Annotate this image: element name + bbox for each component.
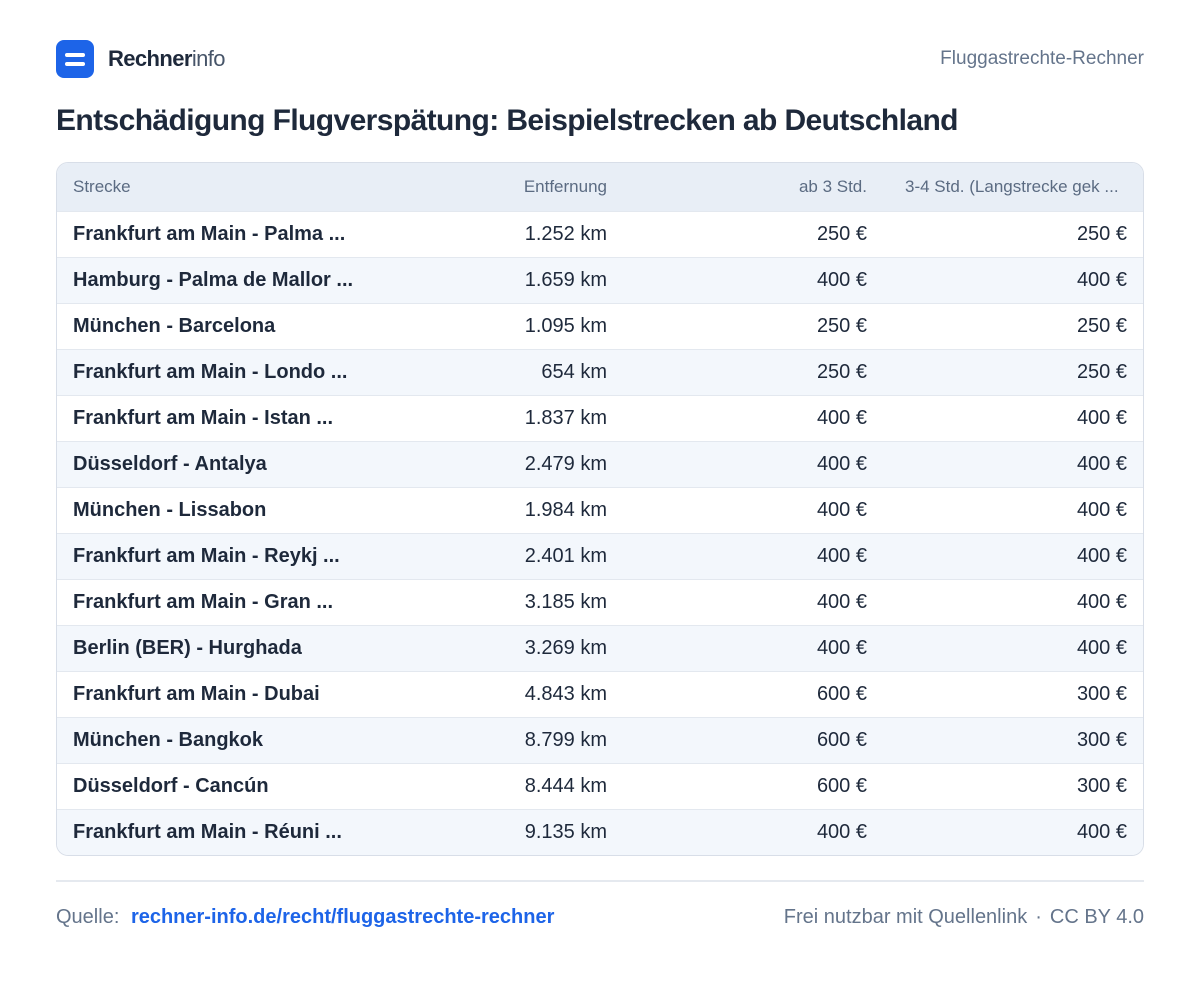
hours-3-4-cell: 300 €	[1076, 682, 1127, 705]
route-cell: Frankfurt am Main - Istan ...	[73, 407, 334, 429]
hours-3-4-cell: 400 €	[1076, 406, 1127, 429]
route-cell: Frankfurt am Main - Londo ...	[73, 361, 348, 383]
hours-3-4-cell: 400 €	[1076, 452, 1127, 475]
from-3-hours-cell: 250 €	[816, 314, 867, 337]
distance-cell: 1.252 km	[524, 222, 607, 245]
distance-cell: 1.659 km	[524, 268, 607, 291]
hours-3-4-cell: 400 €	[1076, 636, 1127, 659]
from-3-hours-cell: 400 €	[816, 636, 867, 659]
header-route: Strecke	[73, 176, 131, 196]
footer-source: Quelle: rechner-info.de/recht/fluggastre…	[56, 906, 554, 929]
table-row: Berlin (BER) - Hurghada 3.269 km 400 € 400 …	[57, 625, 1143, 671]
from-3-hours-cell: 600 €	[816, 774, 867, 797]
header-3-4-hours: 3-4 Std. (Langstrecke gek ...	[905, 176, 1119, 196]
route-cell: München - Barcelona	[73, 315, 276, 337]
header-calculator-label: Fluggastrechte-Rechner	[940, 48, 1144, 69]
route-cell: Hamburg - Palma de Mallor ...	[73, 269, 354, 291]
hours-3-4-cell: 300 €	[1076, 774, 1127, 797]
table-row: Düsseldorf - Cancún 8.444 km 600 € 300 €	[57, 763, 1143, 809]
hours-3-4-cell: 250 €	[1076, 360, 1127, 383]
brand-name-bold: Rechner	[108, 46, 192, 71]
hours-3-4-cell: 300 €	[1076, 728, 1127, 751]
brand-name-light: info	[191, 46, 226, 71]
table-row: Frankfurt am Main - Dubai 4.843 km 600 € 30…	[57, 671, 1143, 717]
footer-license: Frei nutzbar mit Quellenlink · CC BY 4.0	[784, 906, 1144, 929]
from-3-hours-cell: 400 €	[816, 498, 867, 521]
table-row: München - Lissabon 1.984 km 400 € 400 €	[57, 487, 1143, 533]
route-cell: Düsseldorf - Antalya	[73, 453, 267, 475]
from-3-hours-cell: 600 €	[816, 728, 867, 751]
hours-3-4-cell: 250 €	[1076, 222, 1127, 245]
from-3-hours-cell: 600 €	[816, 682, 867, 705]
distance-cell: 3.269 km	[524, 636, 607, 659]
hours-3-4-cell: 400 €	[1076, 820, 1127, 843]
source-link[interactable]: rechner-info.de/recht/fluggastrechte-rec…	[130, 906, 555, 928]
route-cell: München - Bangkok	[73, 729, 264, 751]
distance-cell: 8.799 km	[524, 728, 607, 751]
table-row: Frankfurt am Main - Londo ... 654 km 250 €…	[57, 349, 1143, 395]
license-name: CC BY 4.0	[1049, 906, 1144, 928]
distance-cell: 1.984 km	[524, 498, 607, 521]
table-row: München - Bangkok 8.799 km 600 € 300 €	[57, 717, 1143, 763]
distance-cell: 654 km	[541, 360, 607, 383]
footer-divider	[56, 880, 1144, 882]
distance-cell: 9.135 km	[524, 820, 607, 843]
table-row: München - Barcelona 1.095 km 250 € 250 €	[57, 303, 1143, 349]
from-3-hours-cell: 400 €	[816, 544, 867, 567]
table-row: Frankfurt am Main - Réuni ... 9.135 km 400…	[57, 809, 1143, 855]
from-3-hours-cell: 400 €	[816, 406, 867, 429]
hours-3-4-cell: 250 €	[1076, 314, 1127, 337]
from-3-hours-cell: 400 €	[816, 268, 867, 291]
route-cell: Frankfurt am Main - Réuni ...	[73, 821, 342, 844]
compensation-table: Strecke Entfernung ab 3 Std. 3-4 Std. (L…	[56, 162, 1144, 856]
table-row: Düsseldorf - Antalya 2.479 km 400 € 400 €	[57, 441, 1143, 487]
license-note: Frei nutzbar mit Quellenlink	[783, 906, 1028, 928]
page-title: Entschädigung Flugverspätung: Beispielst…	[56, 104, 959, 137]
route-cell: Frankfurt am Main - Reykj ...	[73, 545, 340, 567]
table-row: Frankfurt am Main - Istan ... 1.837 km 400…	[57, 395, 1143, 441]
brand-name: Rechnerinfo	[108, 40, 226, 78]
route-cell: München - Lissabon	[73, 499, 267, 521]
distance-cell: 2.479 km	[524, 452, 607, 475]
distance-cell: 3.185 km	[524, 590, 607, 613]
route-cell: Berlin (BER) - Hurghada	[73, 637, 302, 659]
header-from-3-hours: ab 3 Std.	[798, 176, 867, 196]
hours-3-4-cell: 400 €	[1076, 268, 1127, 291]
hours-3-4-cell: 400 €	[1076, 590, 1127, 613]
distance-cell: 2.401 km	[524, 544, 607, 567]
distance-cell: 4.843 km	[524, 682, 607, 705]
table-row: Hamburg - Palma de Mallor ... 1.659 km 400…	[57, 257, 1143, 303]
table-row: Frankfurt am Main - Gran ... 3.185 km 400 …	[57, 579, 1143, 625]
route-cell: Düsseldorf - Cancún	[73, 775, 269, 797]
route-cell: Frankfurt am Main - Dubai	[73, 683, 320, 705]
table-row: Frankfurt am Main - Reykj ... 2.401 km 400…	[57, 533, 1143, 579]
from-3-hours-cell: 250 €	[816, 360, 867, 383]
hours-3-4-cell: 400 €	[1076, 544, 1127, 567]
distance-cell: 1.095 km	[524, 314, 607, 337]
brand-logo[interactable]: Rechnerinfo	[56, 40, 226, 78]
table-row: Frankfurt am Main - Palma ... 1.252 km 250…	[57, 211, 1143, 257]
route-cell: Frankfurt am Main - Palma ...	[73, 223, 346, 245]
table-body: Frankfurt am Main - Palma ... 1.252 km 250…	[57, 211, 1143, 855]
hours-3-4-cell: 400 €	[1076, 498, 1127, 521]
table-header-row: Strecke Entfernung ab 3 Std. 3-4 Std. (L…	[57, 163, 1143, 211]
distance-cell: 1.837 km	[524, 406, 607, 429]
from-3-hours-cell: 400 €	[816, 820, 867, 843]
calculator-icon	[56, 40, 94, 78]
source-label: Quelle:	[56, 906, 120, 928]
route-cell: Frankfurt am Main - Gran ...	[73, 591, 334, 613]
from-3-hours-cell: 250 €	[816, 222, 867, 245]
footer-separator: ·	[1035, 906, 1042, 928]
from-3-hours-cell: 400 €	[816, 590, 867, 613]
distance-cell: 8.444 km	[524, 774, 607, 797]
from-3-hours-cell: 400 €	[816, 452, 867, 475]
header-distance: Entfernung	[523, 176, 607, 196]
